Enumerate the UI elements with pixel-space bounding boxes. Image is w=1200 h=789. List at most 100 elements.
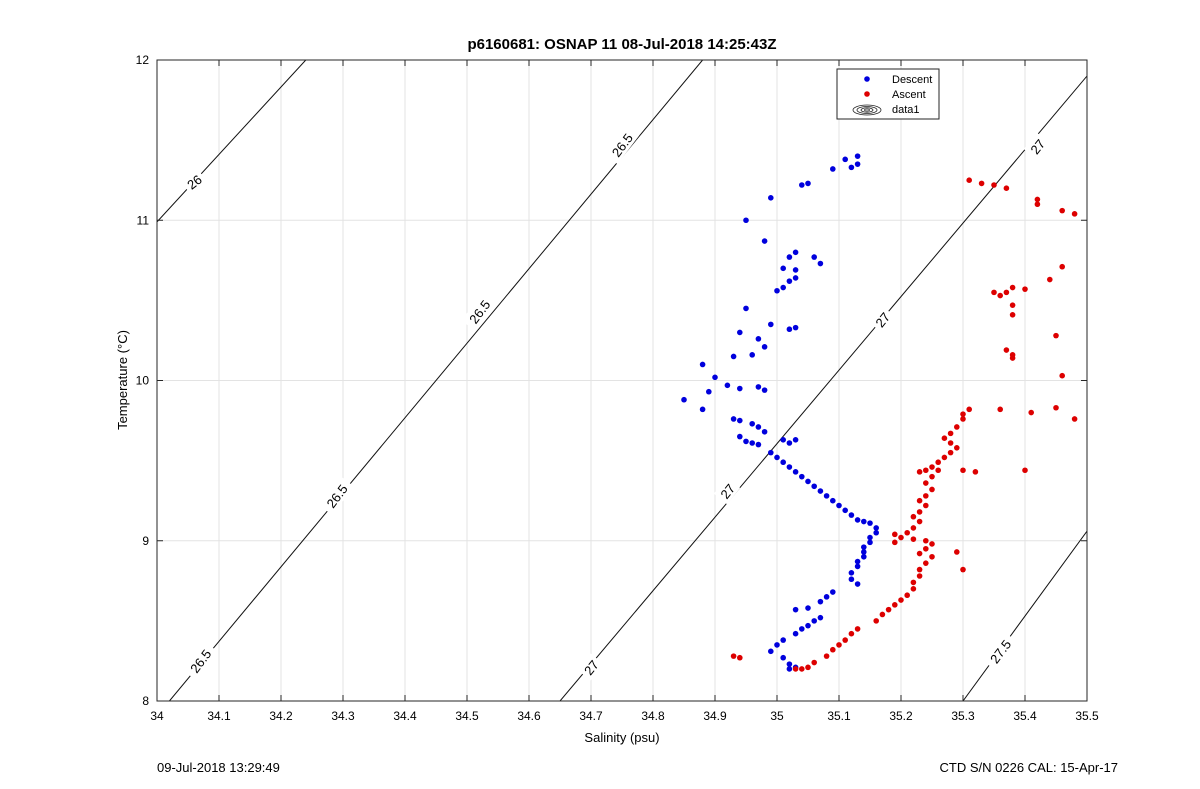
descent-point: [786, 254, 793, 260]
ascent-point: [811, 659, 817, 666]
y-tick-label: 9: [142, 534, 149, 548]
x-tick-label: 34.7: [579, 709, 603, 723]
ascent-point: [941, 435, 948, 441]
contour-label: 27: [1023, 132, 1051, 160]
ascent-point: [910, 536, 917, 542]
ascent-point: [885, 606, 892, 613]
descent-point: [799, 473, 805, 480]
descent-point: [861, 544, 867, 550]
x-tick-label: 34: [150, 709, 164, 723]
ascent-point: [972, 469, 979, 475]
ascent-point: [916, 469, 923, 475]
contour-label-bg: [180, 168, 208, 195]
descent-point: [749, 440, 755, 446]
x-tick-label: 34.1: [207, 709, 231, 723]
descent-point: [761, 428, 768, 435]
ascent-point: [792, 666, 799, 672]
descent-point: [817, 614, 824, 621]
descent-point: [836, 502, 842, 509]
descent-point: [817, 488, 824, 494]
ascent-point: [929, 464, 935, 470]
ascent-point: [1003, 289, 1010, 296]
ascent-point: [978, 180, 985, 187]
descent-point: [811, 618, 817, 624]
ascent-point: [799, 666, 805, 672]
legend-contour-icon: [860, 107, 874, 113]
descent-point: [792, 275, 799, 281]
ascent-point: [947, 430, 954, 437]
ascent-point: [1009, 284, 1016, 291]
ascent-point: [923, 493, 929, 499]
ascent-point: [910, 525, 917, 531]
ascent-point: [848, 630, 855, 637]
contour-label-bg: [868, 305, 896, 333]
ascent-point: [910, 513, 917, 520]
footer-ctd-info: CTD S/N 0226 CAL: 15-Apr-17: [939, 760, 1118, 775]
ascent-point: [916, 566, 923, 573]
contour-label-bg: [577, 653, 604, 681]
ascent-point: [960, 416, 966, 422]
descent-point: [755, 336, 762, 342]
contour-label-bg: [461, 291, 497, 331]
legend-box: [836, 68, 940, 120]
ascent-point: [892, 531, 898, 538]
descent-point: [792, 249, 799, 256]
descent-point: [792, 606, 799, 613]
descent-point: [817, 260, 824, 267]
ascent-point: [873, 618, 879, 624]
descent-point: [817, 598, 824, 605]
ascent-point: [935, 459, 941, 466]
descent-point: [712, 374, 718, 381]
x-tick-label: 34.4: [393, 709, 417, 723]
footer-timestamp: 09-Jul-2018 13:29:49: [157, 760, 280, 775]
ascent-point: [730, 653, 737, 659]
ascent-point: [1059, 263, 1065, 270]
contour-label: 27: [868, 305, 896, 333]
descent-point: [873, 525, 879, 531]
descent-point: [761, 387, 768, 393]
descent-point: [780, 436, 786, 443]
ascent-point: [1034, 196, 1041, 203]
ascent-point: [960, 467, 966, 474]
x-tick-label: 35.1: [827, 709, 851, 723]
contour-label: 27: [713, 477, 741, 505]
y-tick-label: 12: [136, 53, 150, 67]
ascent-point: [1003, 185, 1010, 191]
descent-point: [768, 648, 774, 655]
ascent-point: [904, 529, 910, 536]
ascent-point: [1034, 201, 1041, 208]
legend-contour-icon: [852, 104, 882, 116]
descent-point: [780, 459, 786, 466]
ascent-point: [941, 454, 948, 461]
descent-point: [786, 278, 793, 284]
descent-point: [842, 156, 848, 163]
y-tick-label: 11: [137, 213, 150, 227]
ascent-point: [960, 411, 966, 417]
descent-point: [774, 287, 780, 294]
contour-label-bg: [603, 125, 640, 165]
data-points: [681, 153, 1078, 672]
y-axis-label: Temperature (°C): [115, 330, 130, 430]
descent-point: [867, 534, 873, 541]
ascent-point: [997, 292, 1003, 299]
ascent-point: [929, 473, 935, 480]
x-axis-label: Salinity (psu): [584, 730, 659, 745]
ascent-point: [954, 549, 960, 555]
ascent-point: [1059, 207, 1065, 214]
ascent-point: [991, 182, 997, 188]
isopycnal-27: [559, 75, 1087, 701]
ascent-point: [923, 480, 929, 486]
descent-point: [830, 497, 836, 504]
descent-point: [737, 417, 743, 424]
descent-point: [755, 441, 762, 448]
legend-descent-marker: [864, 76, 870, 82]
x-tick-label: 34.8: [641, 709, 665, 723]
ascent-point: [929, 541, 935, 547]
legend: Descent Ascent data1: [836, 68, 940, 120]
descent-point: [737, 329, 743, 336]
contour-label-bg: [713, 477, 741, 505]
ascent-point: [947, 440, 954, 446]
descent-point: [854, 581, 861, 587]
descent-point: [724, 382, 731, 389]
